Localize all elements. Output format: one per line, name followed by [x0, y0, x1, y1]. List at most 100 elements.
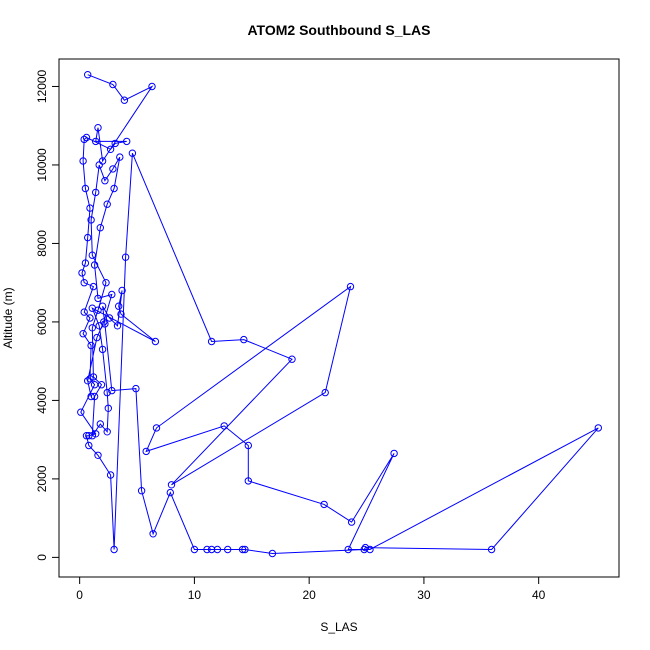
data-point — [85, 432, 93, 440]
data-point — [110, 184, 118, 193]
data-point — [207, 545, 216, 554]
data-point — [108, 290, 116, 299]
data-point — [97, 381, 106, 389]
y-tick-label: 8000 — [35, 230, 49, 257]
y-tick-label: 6000 — [35, 308, 49, 335]
y-tick-label: 2000 — [35, 465, 49, 492]
data-point — [137, 487, 146, 495]
y-tick-label: 12000 — [35, 69, 49, 103]
data-point — [87, 216, 95, 224]
data-point — [90, 392, 99, 401]
data-point — [105, 314, 114, 322]
data-point — [120, 96, 129, 104]
data-point — [81, 184, 90, 193]
data-point — [104, 404, 113, 412]
data-point — [594, 424, 602, 432]
data-point — [390, 449, 398, 458]
data-point — [84, 71, 92, 79]
y-tick-label: 4000 — [35, 387, 49, 414]
data-point — [167, 481, 176, 489]
data-point — [109, 80, 117, 89]
data-point — [288, 355, 296, 363]
data-point — [94, 306, 102, 314]
data-point — [88, 324, 97, 332]
data-point — [117, 310, 125, 318]
data-point — [213, 545, 222, 554]
data-point — [95, 322, 103, 330]
x-tick-label: 40 — [532, 588, 546, 602]
data-point — [238, 545, 247, 554]
data-point — [79, 157, 87, 165]
data-point — [190, 545, 199, 554]
data-point — [102, 279, 110, 287]
y-axis: 0 2000 4000 6000 8000 10000 12000 — [35, 69, 60, 561]
chart-title: ATOM2 Southbound S_LAS — [247, 22, 430, 38]
x-tick-label: 20 — [302, 588, 316, 602]
data-point — [106, 471, 115, 479]
data-point — [87, 392, 95, 401]
data-point — [115, 302, 123, 310]
data-point — [128, 149, 137, 157]
data-point — [87, 341, 95, 350]
data-point — [113, 322, 122, 330]
data-point — [118, 286, 126, 295]
data-point — [77, 408, 85, 416]
data-point — [244, 441, 253, 450]
data-point — [88, 251, 97, 259]
data-point — [101, 177, 109, 185]
data-point — [98, 302, 107, 310]
data-point — [116, 153, 124, 161]
data-point — [346, 282, 355, 291]
data-point — [85, 441, 93, 450]
series-layer — [77, 71, 602, 558]
data-point — [111, 139, 119, 148]
data-point — [94, 294, 102, 303]
x-tick-label: 10 — [188, 588, 202, 602]
data-point — [95, 161, 103, 169]
data-point — [86, 314, 94, 322]
data-point — [103, 428, 111, 436]
data-point — [121, 253, 130, 261]
data-point — [92, 188, 100, 197]
data-point — [80, 308, 88, 316]
data-point — [268, 549, 277, 558]
x-axis-label: S_LAS — [320, 620, 357, 634]
x-tick-label: 0 — [76, 588, 83, 602]
data-point — [142, 447, 150, 456]
data-point — [94, 451, 102, 459]
data-point — [366, 545, 374, 554]
data-point — [347, 518, 356, 526]
data-point — [152, 424, 161, 432]
data-point — [203, 545, 211, 554]
data-point — [103, 200, 111, 208]
data-point — [100, 318, 108, 326]
data-point — [86, 204, 94, 212]
data-point — [148, 82, 156, 91]
data-point — [109, 165, 117, 173]
data-point — [81, 259, 90, 267]
x-axis: 0 10 20 30 40 — [76, 576, 546, 602]
data-point — [320, 500, 328, 509]
data-point — [487, 545, 496, 554]
data-point — [80, 279, 88, 287]
data-point — [106, 145, 115, 154]
data-point — [103, 388, 111, 397]
data-point — [132, 384, 140, 393]
y-tick-label: 10000 — [35, 148, 49, 182]
data-point — [110, 545, 118, 554]
data-point — [244, 477, 253, 485]
data-point — [84, 377, 92, 385]
data-point — [98, 345, 107, 354]
data-point — [90, 261, 99, 269]
series-line — [80, 74, 599, 555]
data-point — [89, 373, 98, 381]
data-point — [123, 137, 131, 146]
data-point — [96, 224, 105, 232]
data-point — [108, 386, 116, 395]
data-point — [94, 124, 102, 132]
data-point — [89, 282, 98, 291]
data-point — [78, 269, 86, 277]
data-point — [361, 543, 370, 552]
data-point — [166, 488, 175, 497]
